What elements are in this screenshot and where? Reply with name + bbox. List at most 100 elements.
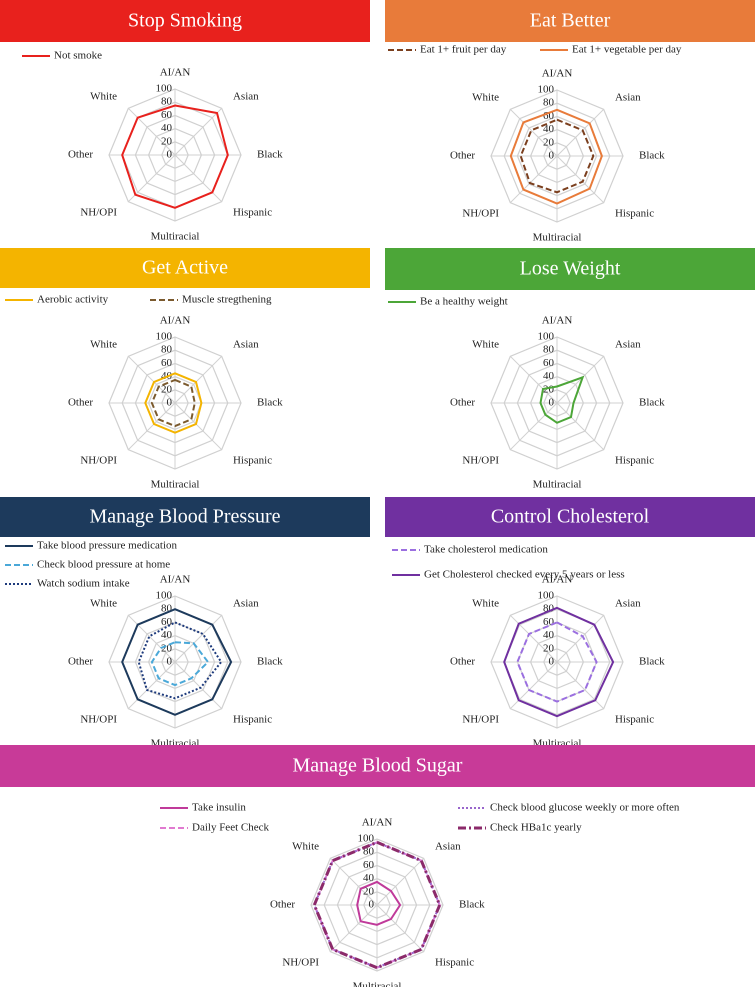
category-label: NH/OPI: [462, 208, 499, 220]
spoke: [174, 107, 223, 156]
r-tick-label: 20: [161, 383, 173, 395]
legend-label: Take cholesterol medication: [424, 544, 548, 556]
panel-title: Manage Blood Pressure: [89, 506, 280, 528]
legend-label: Daily Feet Check: [192, 822, 269, 834]
series-line: [137, 621, 223, 700]
legend-label: Aerobic activity: [37, 294, 109, 306]
spoke: [509, 402, 558, 451]
category-label: Other: [450, 150, 475, 162]
r-tick-label: 60: [161, 357, 173, 369]
grid-ring: [161, 648, 189, 676]
category-label: White: [292, 841, 319, 853]
r-tick-label: 100: [156, 590, 173, 602]
panel-title: Eat Better: [530, 10, 611, 32]
grid-ring: [543, 648, 571, 676]
category-label: Other: [68, 397, 93, 409]
r-tick-label: 20: [363, 885, 375, 897]
panel-header: [0, 0, 370, 42]
legend-label: Watch sodium intake: [37, 578, 130, 590]
spoke: [174, 402, 223, 451]
category-label: Multiracial: [533, 232, 582, 244]
panel-header: [0, 248, 370, 288]
category-label: Hispanic: [615, 208, 654, 220]
grid-ring: [134, 114, 216, 196]
category-label: Hispanic: [615, 714, 654, 726]
r-tick-label: 80: [161, 344, 173, 356]
legend-label: Check blood glucose weekly or more often: [490, 802, 680, 814]
panel-title: Control Cholesterol: [491, 506, 650, 528]
category-label: NH/OPI: [462, 455, 499, 467]
category-label: Multiracial: [353, 981, 402, 987]
category-label: Black: [257, 397, 283, 409]
category-label: Multiracial: [151, 231, 200, 243]
spoke: [509, 108, 558, 157]
category-label: NH/OPI: [80, 714, 117, 726]
grid-ring: [490, 89, 624, 223]
category-label: White: [90, 91, 117, 103]
legend-label: Be a healthy weight: [420, 296, 508, 308]
grid-ring: [161, 141, 189, 169]
r-tick-label: 40: [543, 123, 555, 135]
category-label: AI/AN: [542, 68, 573, 80]
grid-ring: [147, 634, 203, 690]
r-tick-label: 60: [543, 616, 555, 628]
category-label: Black: [257, 149, 283, 161]
series-line: [539, 375, 585, 424]
r-tick-label: 0: [369, 899, 375, 911]
category-label: NH/OPI: [282, 957, 319, 969]
panel-header: [385, 497, 755, 537]
series-line: [509, 108, 603, 205]
spoke: [174, 154, 223, 203]
grid-ring: [336, 864, 418, 946]
r-tick-label: 100: [538, 590, 555, 602]
r-tick-label: 20: [543, 642, 555, 654]
series-line: [150, 378, 196, 428]
grid-ring: [108, 595, 242, 729]
category-label: Hispanic: [233, 455, 272, 467]
r-tick-label: 80: [161, 96, 173, 108]
category-label: AI/AN: [542, 315, 573, 327]
grid-ring: [134, 621, 216, 703]
legend-label: Not smoke: [54, 50, 102, 62]
series-line: [313, 841, 441, 969]
grid-ring: [516, 115, 598, 197]
r-tick-label: 20: [543, 383, 555, 395]
category-label: Black: [459, 899, 485, 911]
grid-ring: [363, 891, 391, 919]
category-label: Multiracial: [533, 479, 582, 491]
r-tick-label: 80: [543, 603, 555, 615]
panel-title: Manage Blood Sugar: [293, 755, 463, 777]
category-label: Other: [68, 656, 93, 668]
category-label: Asian: [233, 598, 259, 610]
grid-ring: [121, 349, 229, 457]
spoke: [127, 661, 176, 710]
r-tick-label: 0: [549, 150, 555, 162]
category-label: AI/AN: [160, 315, 191, 327]
r-tick-label: 100: [358, 833, 375, 845]
panel-header: [0, 497, 370, 537]
category-label: Black: [639, 150, 665, 162]
spoke: [174, 614, 223, 663]
grid-ring: [161, 389, 189, 417]
series-line: [519, 118, 595, 194]
grid-ring: [543, 389, 571, 417]
grid-ring: [503, 349, 611, 457]
r-tick-label: 100: [156, 83, 173, 95]
legend-label: Take blood pressure medication: [37, 540, 178, 552]
series-line: [503, 606, 615, 718]
category-label: Other: [270, 899, 295, 911]
r-tick-label: 40: [161, 122, 173, 134]
category-label: Asian: [615, 92, 641, 104]
panel-title: Lose Weight: [520, 258, 621, 280]
category-label: NH/OPI: [80, 455, 117, 467]
series-line: [150, 641, 210, 687]
category-label: Black: [639, 397, 665, 409]
spoke: [556, 355, 605, 404]
spoke: [376, 857, 425, 906]
category-label: Multiracial: [151, 479, 200, 491]
grid-ring: [516, 362, 598, 444]
category-label: Other: [68, 149, 93, 161]
category-label: Hispanic: [233, 714, 272, 726]
category-label: Asian: [615, 598, 641, 610]
